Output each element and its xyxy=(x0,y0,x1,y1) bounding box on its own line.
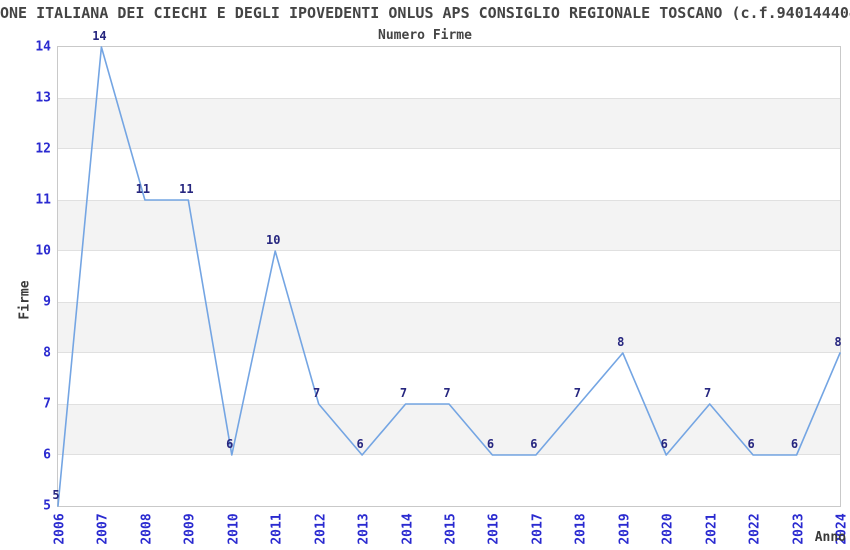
alt-row-band xyxy=(58,302,840,353)
x-tick-label: 2007 xyxy=(95,513,111,545)
x-tick-label: 2014 xyxy=(400,513,416,545)
plot-area xyxy=(57,46,841,507)
x-tick-label: 2012 xyxy=(313,513,329,545)
x-tick-label: 2023 xyxy=(791,513,807,545)
x-tick-label: 2009 xyxy=(182,513,198,545)
x-tick-label: 2016 xyxy=(486,513,502,545)
x-tick-label: 2019 xyxy=(617,513,633,545)
y-tick-label: 13 xyxy=(35,90,51,106)
x-tick-label: 2006 xyxy=(52,513,68,545)
x-axis-title: Anno xyxy=(814,530,846,545)
x-tick-label: 2015 xyxy=(443,513,459,545)
x-tick-label: 2020 xyxy=(660,513,676,545)
x-tick-label: 2022 xyxy=(747,513,763,545)
alt-row-band xyxy=(58,98,840,149)
x-tick-label: 2010 xyxy=(226,513,242,545)
x-tick-label: 2021 xyxy=(704,513,720,545)
line-series xyxy=(57,46,841,507)
alt-row-band xyxy=(58,404,840,455)
line-series-svg xyxy=(57,46,841,507)
y-tick-label: 12 xyxy=(35,141,51,157)
y-tick-label: 11 xyxy=(35,192,51,208)
chart-subtitle: Numero Firme xyxy=(378,28,472,43)
y-tick-label: 8 xyxy=(43,345,51,361)
y-tick-label: 10 xyxy=(35,243,51,259)
x-tick-label: 2017 xyxy=(530,513,546,545)
x-tick-label: 2013 xyxy=(356,513,372,545)
y-tick-label: 9 xyxy=(43,294,51,310)
y-axis-title: Firme xyxy=(17,280,33,320)
y-tick-label: 6 xyxy=(43,447,51,463)
y-tick-label: 7 xyxy=(43,396,51,412)
x-tick-label: 2018 xyxy=(573,513,589,545)
alt-row-band xyxy=(58,200,840,251)
x-tick-label: 2011 xyxy=(269,513,285,545)
x-tick-label: 2008 xyxy=(139,513,155,545)
chart-title: ONE ITALIANA DEI CIECHI E DEGLI IPOVEDEN… xyxy=(0,4,850,22)
y-tick-label: 5 xyxy=(43,498,51,514)
